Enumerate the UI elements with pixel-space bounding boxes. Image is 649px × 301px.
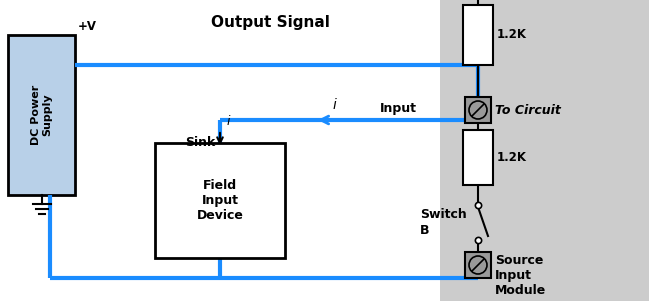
Text: Input: Input — [380, 102, 417, 115]
Bar — [0, 0, 440, 301]
Bar — [465, 97, 491, 123]
Bar — [463, 130, 493, 185]
Bar — [8, 35, 75, 195]
Bar — [463, 5, 493, 65]
Text: Sink: Sink — [185, 135, 215, 148]
Text: Source
Input
Module: Source Input Module — [495, 253, 546, 296]
Text: To Circuit: To Circuit — [495, 104, 561, 116]
Text: 1.2K: 1.2K — [497, 29, 527, 42]
Text: +V: +V — [78, 20, 97, 33]
Text: 1.2K: 1.2K — [497, 151, 527, 164]
Text: DC Power
Supply: DC Power Supply — [31, 85, 53, 145]
Text: $i$: $i$ — [332, 97, 338, 112]
Text: $i$: $i$ — [226, 114, 232, 128]
Bar — [440, 0, 649, 301]
Bar — [155, 143, 285, 258]
Text: Switch
B: Switch B — [420, 209, 467, 237]
Text: Output Signal: Output Signal — [210, 14, 330, 29]
Bar — [465, 252, 491, 278]
Text: Field
Input
Device: Field Input Device — [197, 179, 243, 222]
